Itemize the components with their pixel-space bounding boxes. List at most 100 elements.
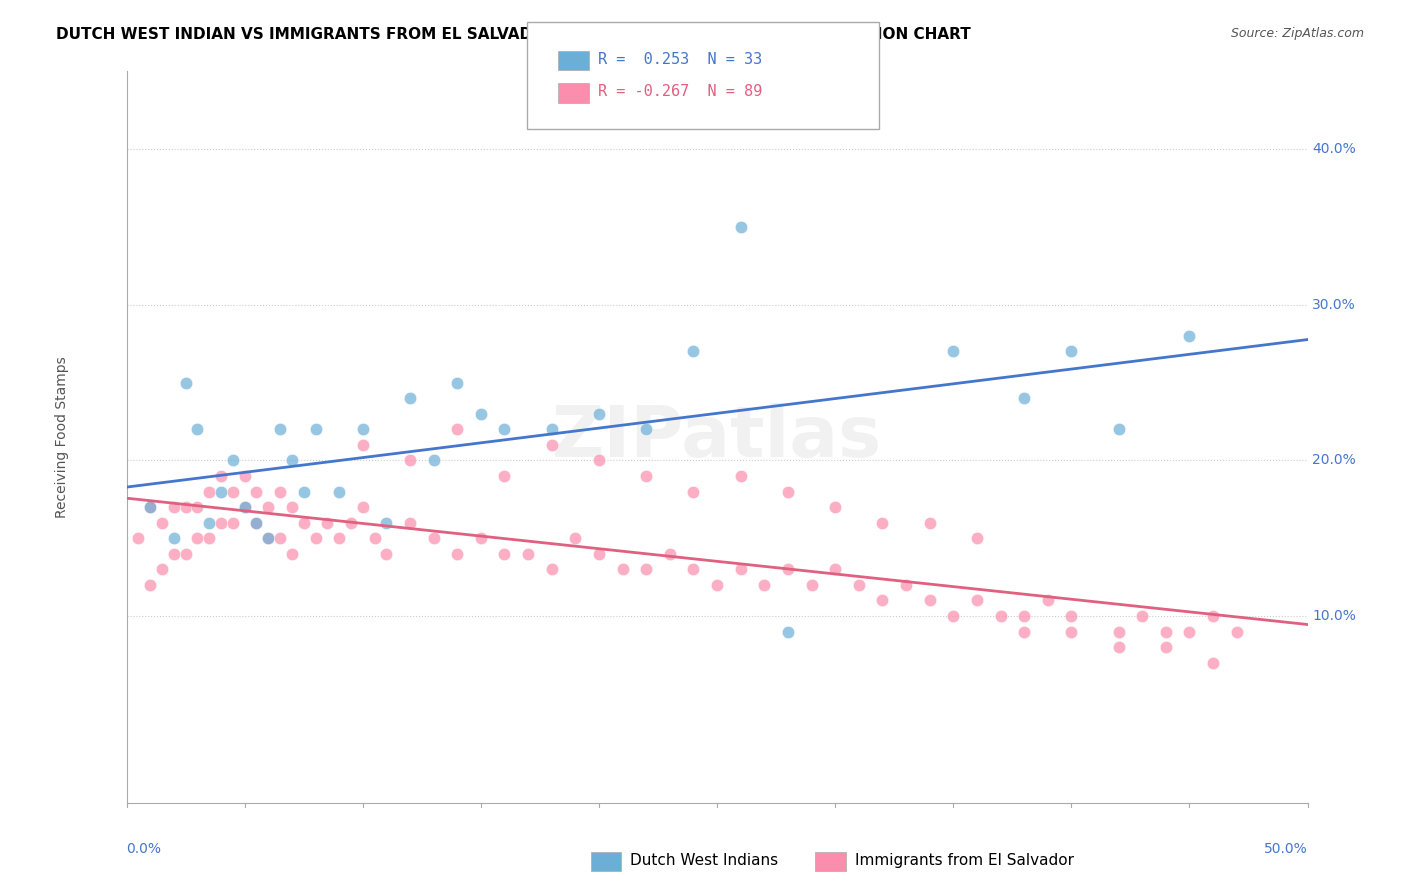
Point (588, 547, 610, 561)
Point (304, 531, 326, 545)
Point (446, 422, 468, 436)
Point (494, 547, 516, 561)
Point (257, 500, 280, 515)
Point (1108, 640, 1130, 655)
Point (588, 407, 610, 421)
Point (198, 531, 221, 545)
Point (470, 407, 492, 421)
Point (824, 562, 846, 576)
Point (494, 469, 516, 483)
Point (186, 500, 208, 515)
Point (1060, 624, 1083, 639)
Point (1012, 391, 1035, 405)
Point (363, 531, 385, 545)
Point (1012, 624, 1035, 639)
Point (800, 578, 823, 592)
Text: 30.0%: 30.0% (1312, 298, 1355, 312)
Point (682, 484, 704, 499)
Point (233, 500, 256, 515)
Point (730, 562, 752, 576)
Point (636, 469, 658, 483)
Point (257, 531, 280, 545)
Point (636, 562, 658, 576)
Point (966, 531, 988, 545)
Point (540, 438, 562, 452)
Point (269, 531, 291, 545)
Point (150, 516, 173, 530)
Text: Receiving Food Stamps: Receiving Food Stamps (55, 356, 69, 518)
Point (730, 469, 752, 483)
Point (375, 547, 398, 561)
Point (198, 516, 221, 530)
Point (245, 484, 267, 499)
Point (1060, 344, 1083, 359)
Point (636, 422, 658, 436)
Point (588, 453, 610, 467)
Text: Immigrants from El Salvador: Immigrants from El Salvador (855, 854, 1074, 868)
Point (1154, 640, 1177, 655)
Point (174, 500, 197, 515)
Text: 0.0%: 0.0% (127, 842, 162, 855)
Point (776, 562, 799, 576)
Point (399, 391, 422, 405)
Point (127, 531, 149, 545)
Point (281, 547, 304, 561)
Point (612, 562, 634, 576)
Point (682, 344, 704, 359)
Point (174, 376, 197, 390)
Text: DUTCH WEST INDIAN VS IMMIGRANTS FROM EL SALVADOR RECEIVING FOOD STAMPS CORRELATI: DUTCH WEST INDIAN VS IMMIGRANTS FROM EL … (56, 27, 972, 42)
Point (730, 219, 752, 234)
Point (163, 547, 186, 561)
Point (269, 484, 291, 499)
Point (245, 516, 267, 530)
Point (776, 624, 799, 639)
Point (222, 453, 245, 467)
Point (163, 500, 186, 515)
Point (848, 578, 870, 592)
Point (517, 547, 540, 561)
Point (352, 422, 374, 436)
Point (824, 500, 846, 515)
Point (245, 516, 267, 530)
Point (918, 516, 941, 530)
Point (328, 531, 350, 545)
Point (139, 500, 162, 515)
Point (1202, 609, 1225, 624)
Point (918, 593, 941, 607)
Point (352, 438, 374, 452)
Text: 20.0%: 20.0% (1312, 453, 1355, 467)
Text: 50.0%: 50.0% (1264, 842, 1308, 855)
Point (872, 516, 894, 530)
Text: Source: ZipAtlas.com: Source: ZipAtlas.com (1230, 27, 1364, 40)
Point (494, 422, 516, 436)
Point (304, 422, 326, 436)
Point (470, 531, 492, 545)
Point (1036, 593, 1059, 607)
Point (446, 547, 468, 561)
Point (233, 500, 256, 515)
Point (446, 376, 468, 390)
Point (292, 516, 315, 530)
Point (163, 531, 186, 545)
Point (706, 578, 728, 592)
Point (540, 562, 562, 576)
Point (375, 516, 398, 530)
Point (894, 578, 917, 592)
Point (658, 547, 681, 561)
Point (186, 422, 208, 436)
Point (1178, 329, 1201, 343)
Point (942, 609, 965, 624)
Point (682, 562, 704, 576)
Point (316, 516, 339, 530)
Point (292, 484, 315, 499)
Point (209, 469, 232, 483)
Point (1202, 656, 1225, 670)
Point (150, 562, 173, 576)
Text: 10.0%: 10.0% (1312, 609, 1357, 623)
Point (942, 344, 965, 359)
Point (1178, 624, 1201, 639)
Point (399, 516, 422, 530)
Point (1226, 624, 1249, 639)
Point (1060, 609, 1083, 624)
Point (754, 578, 776, 592)
